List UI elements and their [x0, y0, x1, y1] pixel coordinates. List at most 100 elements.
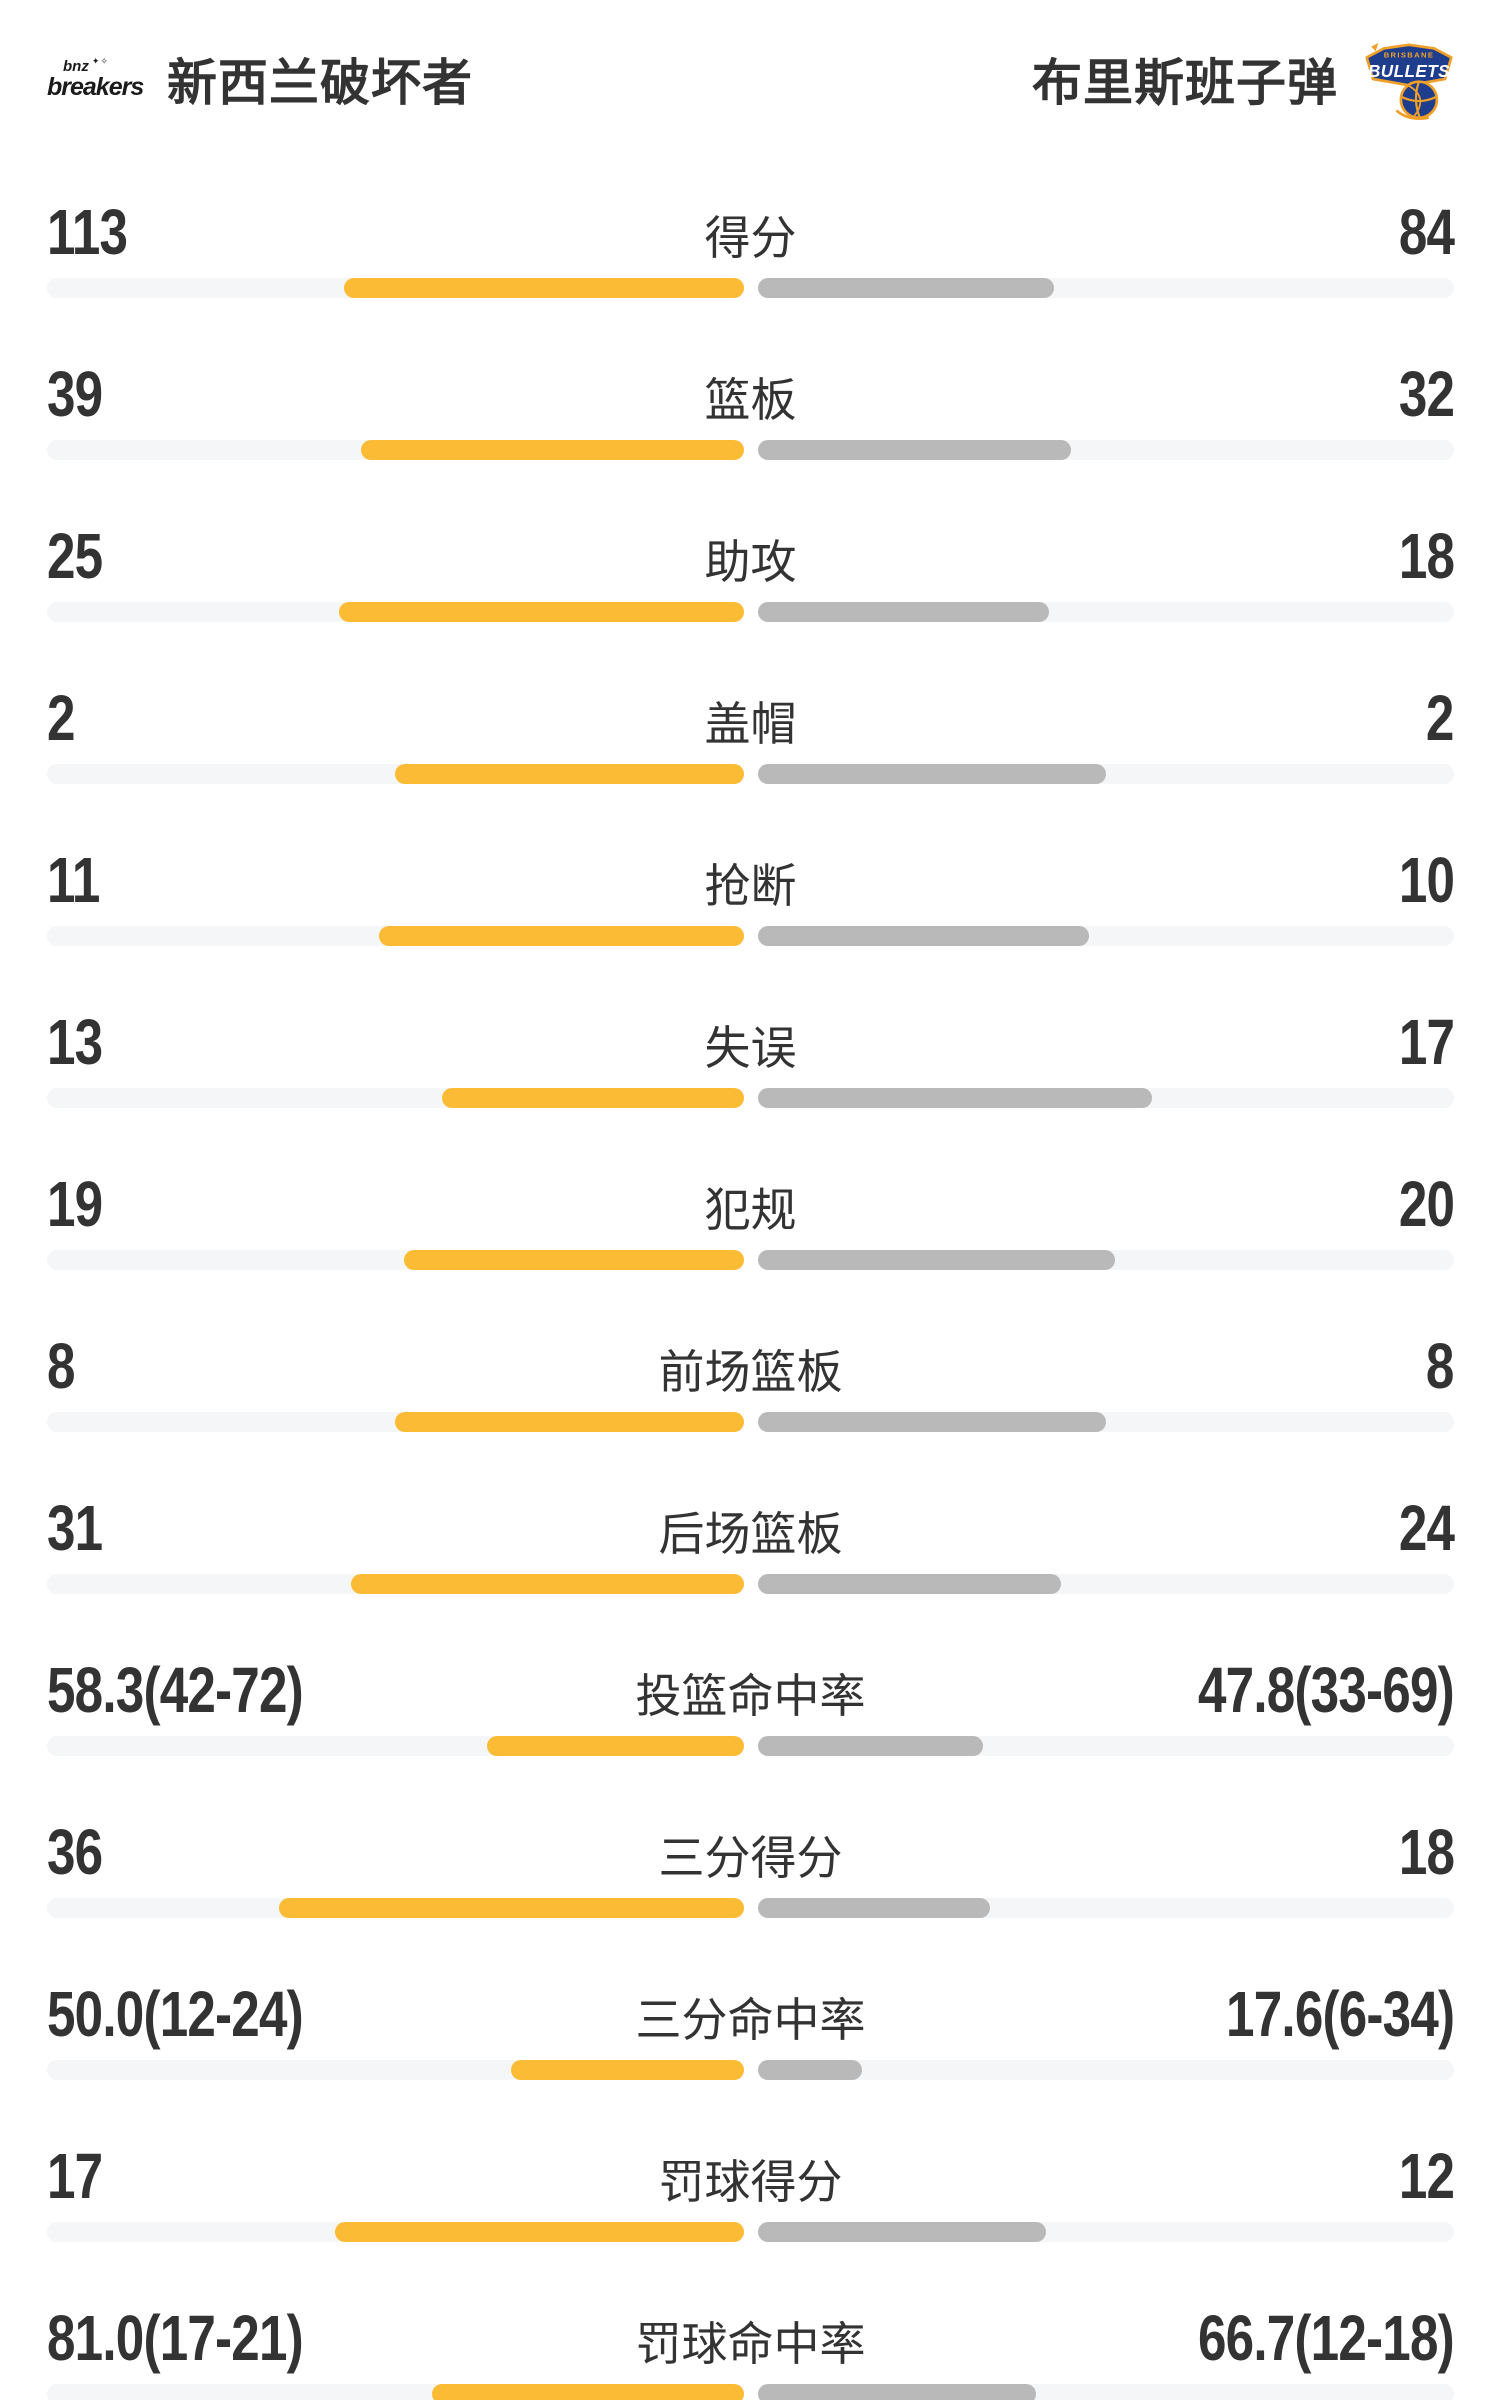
away-bar-fill [757, 926, 1090, 946]
home-bar-fill [395, 764, 744, 784]
away-bar-track [757, 1574, 1454, 1594]
away-value-text: 12 [1398, 2140, 1455, 2212]
home-value: 25 [47, 524, 705, 588]
home-bar-fill [350, 1574, 744, 1594]
stat-bars [47, 2384, 1454, 2400]
away-bar-track [757, 602, 1454, 622]
home-bar-fill [279, 1898, 744, 1918]
away-bar-fill [757, 1088, 1153, 1108]
bullets-flash-shape [1371, 43, 1379, 52]
stat-row: 19 犯规 20 [47, 1172, 1455, 1270]
stat-bars [47, 602, 1454, 622]
breakers-logo-icon: bnz ✦✧ breakers [47, 56, 144, 100]
home-bar-fill [441, 1088, 744, 1108]
away-bar-fill [757, 440, 1072, 460]
away-value: 10 [797, 848, 1455, 912]
away-value: 17.6(6-34) [866, 1982, 1455, 2046]
away-bar-fill [757, 1250, 1115, 1270]
away-value: 18 [797, 524, 1455, 588]
away-bar-track [757, 2384, 1454, 2400]
breakers-logo-bnz: bnz [63, 57, 89, 75]
stat-label: 罚球命中率 [635, 2318, 866, 2370]
away-bar-fill [757, 2384, 1037, 2400]
home-value-text: 2 [47, 682, 75, 754]
home-team-header[interactable]: bnz ✦✧ breakers 新西兰破坏者 [47, 43, 473, 115]
away-bar-fill [757, 764, 1106, 784]
away-bar-fill [757, 278, 1055, 298]
stat-row: 13 失误 17 [47, 1006, 1455, 1108]
home-value: 17 [47, 2144, 659, 2208]
away-team-header[interactable]: 布里斯班子弹 BRISBANE BULLETS [1032, 33, 1454, 125]
away-bar-track [757, 926, 1454, 946]
away-bar-track [757, 2222, 1454, 2242]
stat-row: 8 前场篮板 8 [47, 1330, 1455, 1432]
away-bar-fill [757, 602, 1050, 622]
basketball-seam [1407, 84, 1422, 117]
stat-bars [47, 1250, 1454, 1270]
stat-bars [47, 926, 1454, 946]
away-team-name: 布里斯班子弹 [1032, 55, 1338, 111]
home-bar-track [47, 2222, 744, 2242]
away-bar-fill [757, 1574, 1062, 1594]
home-bar-fill [360, 440, 744, 460]
away-value-text: 84 [1398, 196, 1455, 268]
basketball-swoosh [1395, 109, 1430, 120]
home-value-text: 8 [47, 1330, 75, 1402]
away-value: 47.8(33-69) [866, 1658, 1455, 1722]
stat-bars [47, 440, 1454, 460]
home-bar-fill [344, 278, 744, 298]
bullets-banner-shape [1365, 43, 1453, 87]
away-value-text: 18 [1398, 520, 1455, 592]
home-bar-fill [511, 2060, 744, 2080]
home-value-text: 31 [47, 1492, 103, 1564]
home-value-text: 113 [47, 196, 128, 268]
home-value-text: 39 [47, 358, 103, 430]
away-value-text: 2 [1426, 682, 1454, 754]
away-value-text: 17 [1398, 1006, 1455, 1078]
away-bar-fill [757, 1736, 983, 1756]
away-bar-fill [757, 2060, 862, 2080]
stat-label: 抢断 [704, 860, 797, 912]
stat-bars [47, 1412, 1454, 1432]
stat-row: 36 三分得分 18 [47, 1820, 1455, 1918]
home-bar-fill [395, 1412, 744, 1432]
away-value-text: 32 [1398, 358, 1455, 430]
home-value: 11 [47, 848, 705, 912]
away-bar-track [757, 1898, 1454, 1918]
stat-label: 得分 [704, 212, 797, 264]
stat-bars [47, 1736, 1454, 1756]
home-value: 113 [47, 200, 705, 264]
away-bar-fill [757, 1412, 1106, 1432]
away-bar-fill [757, 1898, 990, 1918]
home-value-text: 11 [47, 844, 100, 916]
home-bar-track [47, 278, 744, 298]
away-value-text: 66.7(12-18) [1198, 2302, 1455, 2374]
stat-row: 81.0(17-21) 罚球命中率 66.7(12-18) [47, 2302, 1455, 2400]
away-value: 24 [843, 1496, 1455, 1560]
home-bar-track [47, 1412, 744, 1432]
away-value: 8 [843, 1334, 1454, 1398]
stat-label: 助攻 [704, 536, 797, 588]
away-value-text: 47.8(33-69) [1198, 1654, 1455, 1726]
away-bar-track [757, 278, 1454, 298]
away-bar-track [757, 1736, 1454, 1756]
away-value: 17 [797, 1010, 1455, 1074]
stat-row: 50.0(12-24) 三分命中率 17.6(6-34) [47, 1982, 1455, 2080]
home-bar-fill [335, 2222, 744, 2242]
stat-row: 2 盖帽 2 [47, 682, 1455, 784]
home-value: 50.0(12-24) [47, 1982, 636, 2046]
home-bar-track [47, 764, 744, 784]
away-value: 32 [797, 362, 1455, 426]
away-value-text: 10 [1398, 844, 1455, 916]
away-bar-track [757, 440, 1454, 460]
home-value-text: 25 [47, 520, 103, 592]
stat-label: 后场篮板 [658, 1508, 843, 1560]
stat-bars [47, 2060, 1454, 2080]
home-bar-track [47, 1088, 744, 1108]
away-value-text: 17.6(6-34) [1225, 1978, 1455, 2050]
stat-label: 三分得分 [658, 1832, 843, 1884]
away-value: 2 [797, 682, 1454, 754]
bullets-logo-city: BRISBANE [1384, 50, 1435, 59]
home-bar-fill [378, 926, 744, 946]
home-value-text: 13 [47, 1006, 103, 1078]
